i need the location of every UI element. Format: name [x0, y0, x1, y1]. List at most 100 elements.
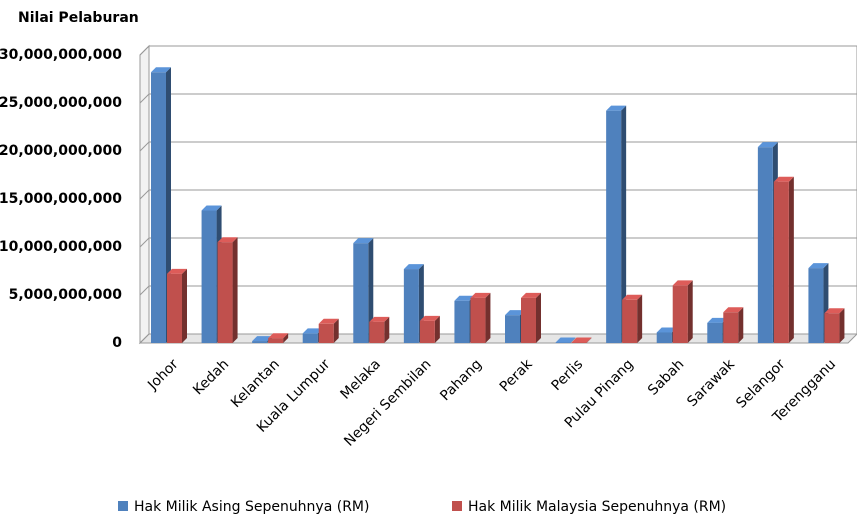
bar-side	[368, 238, 374, 343]
bar-side	[788, 176, 794, 343]
bar-front	[201, 210, 217, 343]
legend-label: Hak Milik Asing Sepenuhnya (RM)	[134, 499, 369, 515]
bar-front	[302, 333, 318, 343]
bar-front	[757, 147, 773, 343]
bar-top	[470, 292, 491, 298]
x-tick-label: Johor	[144, 356, 182, 394]
bar	[555, 337, 576, 343]
x-tick-label: Pahang	[437, 356, 485, 404]
bar-top	[723, 307, 744, 313]
bar-front	[773, 181, 789, 343]
x-tick-label: Sabah	[645, 356, 687, 398]
bar-front	[808, 268, 824, 343]
bar-front	[419, 320, 435, 343]
bar-side	[485, 292, 491, 343]
bar-top	[606, 105, 627, 111]
x-tick-label: Sarawak	[684, 356, 738, 410]
x-tick-label: Perak	[497, 356, 537, 396]
bar-top	[571, 337, 592, 343]
bar-front	[167, 273, 182, 343]
bar-top	[151, 67, 171, 73]
bar-side	[536, 292, 541, 343]
bar-top	[773, 176, 794, 182]
bar-side	[586, 337, 592, 343]
bar-top	[353, 238, 374, 244]
x-tick-label: Perlis	[548, 356, 586, 394]
bar-side	[434, 315, 440, 343]
bar-top	[824, 308, 845, 314]
bar-front	[268, 338, 284, 343]
bar-side	[333, 318, 339, 343]
y-tick-label: 25,000,000,000	[0, 95, 122, 111]
bar-top	[521, 292, 541, 298]
bar-front	[217, 242, 233, 343]
bar-side	[384, 316, 390, 343]
bar	[571, 337, 592, 343]
bar-top	[656, 327, 677, 333]
bar-top	[369, 316, 390, 322]
bar-side	[637, 294, 643, 343]
bar-top	[808, 263, 829, 269]
bar	[353, 238, 374, 343]
x-tick-label: Kedah	[190, 356, 232, 398]
bar-front	[369, 321, 385, 343]
y-tick-label: 10,000,000,000	[0, 239, 122, 255]
bar-side	[738, 307, 744, 343]
y-tick-label: 20,000,000,000	[0, 143, 122, 159]
legend-label: Hak Milik Malaysia Sepenuhnya (RM)	[468, 499, 726, 515]
bar-top	[167, 268, 187, 274]
bar-top	[505, 310, 525, 316]
bar	[824, 308, 845, 343]
bar-top	[757, 142, 778, 148]
bar-top	[201, 205, 222, 211]
bar-front	[403, 269, 419, 343]
bar-top	[454, 295, 475, 301]
bar-top	[403, 264, 424, 270]
bar-top	[252, 336, 273, 342]
bar	[318, 318, 339, 343]
bar	[723, 307, 744, 343]
legend-swatch	[452, 501, 462, 511]
bar-front	[151, 72, 166, 343]
bar	[622, 294, 643, 343]
bar-top	[318, 318, 339, 324]
grid-line	[139, 45, 857, 56]
bar-front	[521, 297, 536, 343]
bar-front	[454, 300, 470, 343]
bar-side	[283, 333, 289, 343]
bar	[606, 105, 627, 344]
bar	[167, 268, 187, 343]
y-tick-label: 15,000,000,000	[0, 191, 122, 207]
bar-top	[268, 333, 289, 339]
bar-top	[217, 237, 238, 243]
bar-top	[302, 328, 323, 334]
bar	[419, 315, 440, 343]
bar-top	[707, 317, 728, 323]
bar-side	[621, 105, 627, 344]
bar-front	[672, 285, 688, 343]
bar	[369, 316, 390, 343]
bar-side	[232, 237, 238, 343]
bar	[773, 176, 794, 343]
bar-side	[839, 308, 845, 343]
bar-front	[707, 322, 723, 343]
bar-front	[252, 341, 268, 343]
bar-front	[606, 110, 622, 344]
y-tick-label: 5,000,000,000	[9, 287, 123, 303]
bar-front	[824, 313, 840, 343]
grid-line	[139, 93, 857, 104]
bar-side	[687, 280, 693, 343]
bar	[470, 292, 491, 343]
legend-swatch	[118, 501, 128, 511]
bar-top	[622, 294, 643, 300]
bar-front	[353, 243, 369, 343]
bar	[521, 292, 541, 343]
y-tick-label: 0	[112, 335, 122, 351]
floor	[138, 333, 857, 344]
bar-top	[555, 337, 576, 343]
y-tick-label: 30,000,000,000	[0, 47, 122, 63]
bar	[672, 280, 693, 343]
bar-front	[470, 297, 486, 343]
bar-front	[656, 332, 672, 343]
